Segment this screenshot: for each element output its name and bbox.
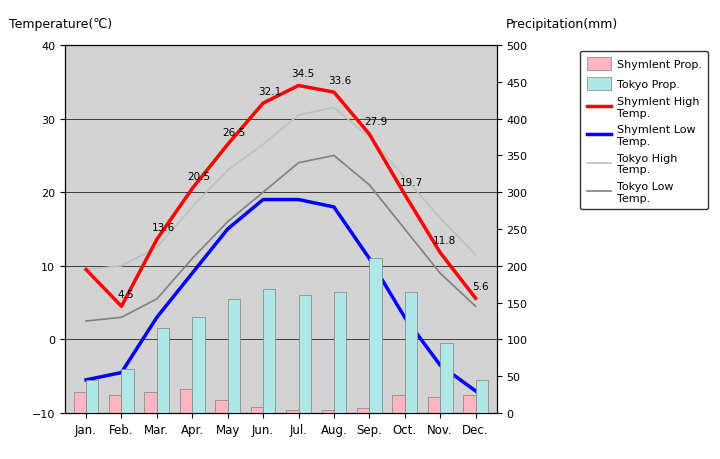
Tokyo High
Temp. bbox=[471, 252, 480, 258]
Tokyo High
Temp. bbox=[258, 142, 267, 148]
Tokyo Low
Temp. bbox=[436, 271, 444, 276]
Shymlent Low
Temp. bbox=[365, 256, 374, 262]
Shymlent High
Temp. bbox=[471, 296, 480, 301]
Tokyo Low
Temp. bbox=[117, 315, 126, 320]
Tokyo Low
Temp. bbox=[365, 183, 374, 188]
Bar bbox=[357, 408, 369, 413]
Shymlent High
Temp. bbox=[436, 250, 444, 256]
Tokyo Low
Temp. bbox=[294, 161, 303, 166]
Bar bbox=[322, 410, 334, 413]
Tokyo Low
Temp. bbox=[471, 304, 480, 309]
Text: 20.5: 20.5 bbox=[187, 172, 210, 182]
Bar bbox=[228, 299, 240, 413]
Bar bbox=[369, 259, 382, 413]
Text: 5.6: 5.6 bbox=[472, 281, 489, 291]
Line: Tokyo Low
Temp.: Tokyo Low Temp. bbox=[86, 156, 475, 321]
Tokyo Low
Temp. bbox=[82, 319, 91, 324]
Bar bbox=[86, 380, 99, 413]
Bar bbox=[215, 400, 228, 413]
Text: 4.5: 4.5 bbox=[118, 289, 135, 299]
Shymlent High
Temp. bbox=[365, 132, 374, 138]
Tokyo Low
Temp. bbox=[223, 219, 232, 225]
Tokyo High
Temp. bbox=[400, 175, 409, 181]
Shymlent High
Temp. bbox=[258, 101, 267, 106]
Shymlent High
Temp. bbox=[400, 192, 409, 198]
Bar bbox=[334, 292, 346, 413]
Bar bbox=[405, 292, 417, 413]
Tokyo Low
Temp. bbox=[153, 297, 161, 302]
Line: Shymlent High
Temp.: Shymlent High Temp. bbox=[86, 86, 475, 307]
Legend: Shymlent Prop., Tokyo Prop., Shymlent High
Temp., Shymlent Low
Temp., Tokyo High: Shymlent Prop., Tokyo Prop., Shymlent Hi… bbox=[580, 51, 708, 210]
Text: 33.6: 33.6 bbox=[328, 75, 352, 85]
Shymlent Low
Temp. bbox=[436, 363, 444, 368]
Bar bbox=[263, 290, 276, 413]
Bar bbox=[180, 390, 192, 413]
Shymlent High
Temp. bbox=[117, 304, 126, 309]
Bar bbox=[428, 397, 440, 413]
Text: Precipitation(mm): Precipitation(mm) bbox=[505, 18, 618, 31]
Text: 32.1: 32.1 bbox=[258, 86, 281, 96]
Shymlent Low
Temp. bbox=[223, 227, 232, 232]
Bar bbox=[73, 392, 86, 413]
Text: 19.7: 19.7 bbox=[400, 178, 423, 187]
Shymlent Low
Temp. bbox=[117, 370, 126, 375]
Tokyo High
Temp. bbox=[365, 135, 374, 140]
Bar bbox=[145, 392, 157, 413]
Tokyo High
Temp. bbox=[330, 106, 338, 111]
Bar bbox=[286, 410, 299, 413]
Bar bbox=[251, 407, 263, 413]
Shymlent Low
Temp. bbox=[82, 377, 91, 383]
Text: 27.9: 27.9 bbox=[364, 117, 387, 127]
Bar bbox=[440, 343, 453, 413]
Tokyo High
Temp. bbox=[188, 205, 197, 210]
Tokyo High
Temp. bbox=[294, 113, 303, 118]
Tokyo High
Temp. bbox=[82, 267, 91, 273]
Bar bbox=[475, 380, 488, 413]
Shymlent High
Temp. bbox=[223, 142, 232, 148]
Shymlent Low
Temp. bbox=[294, 197, 303, 203]
Text: 13.6: 13.6 bbox=[151, 222, 175, 232]
Tokyo High
Temp. bbox=[153, 245, 161, 251]
Text: 34.5: 34.5 bbox=[292, 69, 315, 79]
Shymlent High
Temp. bbox=[82, 267, 91, 273]
Line: Shymlent Low
Temp.: Shymlent Low Temp. bbox=[86, 200, 475, 391]
Bar bbox=[192, 318, 204, 413]
Tokyo High
Temp. bbox=[223, 168, 232, 174]
Shymlent High
Temp. bbox=[153, 237, 161, 242]
Shymlent Low
Temp. bbox=[400, 315, 409, 320]
Tokyo High
Temp. bbox=[117, 263, 126, 269]
Shymlent Low
Temp. bbox=[188, 271, 197, 276]
Shymlent High
Temp. bbox=[294, 84, 303, 89]
Shymlent High
Temp. bbox=[188, 186, 197, 192]
Bar bbox=[299, 296, 311, 413]
Tokyo Low
Temp. bbox=[400, 227, 409, 232]
Text: Temperature(℃): Temperature(℃) bbox=[9, 18, 112, 31]
Shymlent Low
Temp. bbox=[330, 205, 338, 210]
Tokyo Low
Temp. bbox=[258, 190, 267, 196]
Shymlent Low
Temp. bbox=[471, 388, 480, 394]
Bar bbox=[463, 395, 475, 413]
Bar bbox=[157, 329, 169, 413]
Bar bbox=[109, 395, 122, 413]
Text: 26.5: 26.5 bbox=[222, 128, 246, 138]
Shymlent High
Temp. bbox=[330, 90, 338, 95]
Shymlent Low
Temp. bbox=[258, 197, 267, 203]
Tokyo Low
Temp. bbox=[330, 153, 338, 159]
Bar bbox=[392, 396, 405, 413]
Tokyo High
Temp. bbox=[436, 216, 444, 221]
Shymlent Low
Temp. bbox=[153, 315, 161, 320]
Text: 11.8: 11.8 bbox=[433, 235, 456, 246]
Tokyo Low
Temp. bbox=[188, 256, 197, 262]
Bar bbox=[122, 369, 134, 413]
Line: Tokyo High
Temp.: Tokyo High Temp. bbox=[86, 108, 475, 270]
